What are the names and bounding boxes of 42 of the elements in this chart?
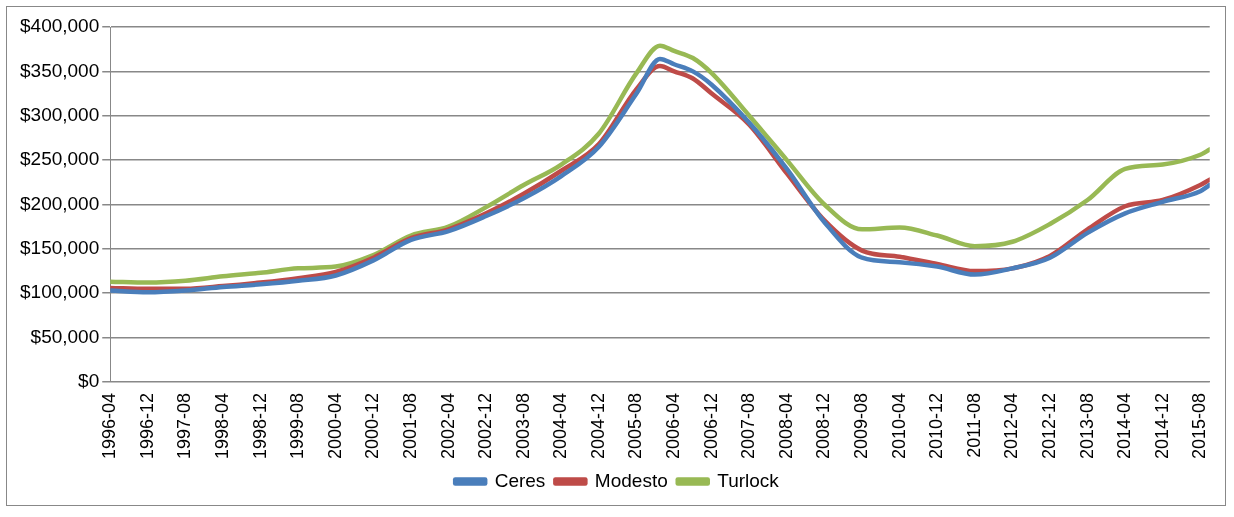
y-tick-label: $250,000 (20, 148, 100, 170)
y-tick-label: $350,000 (20, 59, 100, 81)
x-tick-label: 2004-04 (550, 392, 571, 459)
x-tick-label: 2002-04 (437, 392, 458, 459)
x-tick-label: 2010-12 (926, 392, 947, 459)
x-tick-label: 2003-08 (512, 392, 533, 459)
y-tick-label: $0 (78, 370, 100, 392)
x-tick-label: 2010-04 (888, 392, 909, 459)
y-tick-label: $100,000 (20, 281, 100, 303)
x-tick-label: 2006-12 (700, 392, 721, 459)
x-tick-label: 2002-12 (475, 392, 496, 459)
legend-label: Ceres (494, 469, 546, 491)
y-tick-label: $150,000 (20, 237, 100, 259)
x-tick-label: 2006-04 (663, 392, 684, 459)
x-tick-label: 2008-12 (813, 392, 834, 459)
x-tick-label: 2013-08 (1076, 392, 1097, 459)
x-tick-label: 1998-12 (249, 392, 270, 459)
y-tick-label: $50,000 (30, 325, 100, 347)
x-tick-label: 1999-08 (287, 392, 308, 459)
x-tick-label: 2009-08 (851, 392, 871, 459)
x-tick-label: 2014-12 (1151, 392, 1172, 459)
x-tick-label: 1998-04 (211, 392, 232, 459)
x-tick-label: 2012-12 (1038, 392, 1059, 459)
x-tick-label: 2005-08 (625, 392, 646, 459)
legend-label: Turlock (717, 469, 780, 491)
legend-label: Modesto (594, 469, 668, 491)
x-tick-label: 2011-08 (963, 392, 984, 458)
x-tick-label: 2004-12 (587, 392, 608, 459)
y-tick-label: $300,000 (20, 103, 100, 125)
y-tick-label: $200,000 (20, 192, 100, 214)
x-tick-label: 2000-12 (362, 392, 383, 459)
x-tick-label: 2007-08 (738, 392, 759, 459)
x-tick-label: 1996-04 (99, 392, 120, 459)
x-tick-label: 2014-04 (1114, 392, 1135, 459)
x-tick-label: 2012-04 (1001, 392, 1022, 459)
x-tick-label: 2008-04 (775, 392, 796, 459)
y-tick-label: $400,000 (20, 15, 100, 37)
x-tick-label: 2015-08 (1189, 392, 1210, 459)
x-tick-label: 1997-08 (174, 392, 195, 459)
x-tick-label: 1996-12 (136, 392, 157, 459)
x-tick-label: 2000-04 (324, 392, 345, 459)
x-tick-label: 2001-08 (399, 392, 420, 459)
